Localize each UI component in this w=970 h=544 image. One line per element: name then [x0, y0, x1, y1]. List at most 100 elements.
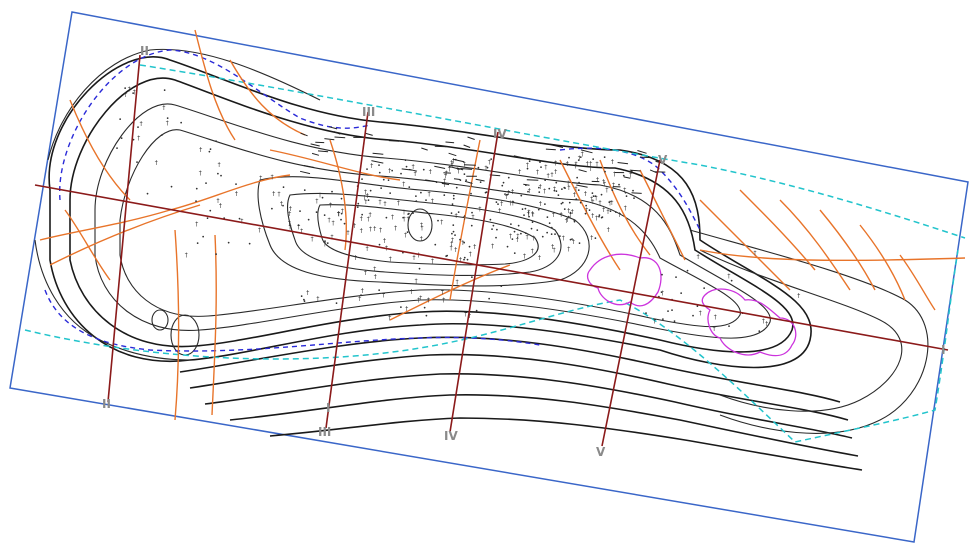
survey-point-icon: †	[454, 247, 457, 254]
survey-point-icon: †	[354, 255, 357, 262]
ridge-hatch	[640, 156, 651, 159]
survey-point-icon: †	[403, 209, 406, 216]
survey-point-icon: †	[543, 188, 546, 195]
survey-point-icon: •	[569, 210, 573, 217]
profile-line-iv	[449, 131, 499, 433]
survey-point-icon: •	[600, 192, 604, 199]
survey-point-icon: •	[490, 227, 494, 234]
survey-point-icon: •	[624, 190, 628, 197]
survey-point-icon: †	[461, 240, 464, 247]
survey-point-icon: •	[227, 240, 231, 247]
ridge-hatch	[467, 136, 475, 140]
survey-point-icon: •	[401, 215, 405, 222]
survey-point-icon: •	[501, 183, 505, 190]
survey-point-icon: †	[331, 234, 334, 241]
survey-point-icon: †	[531, 212, 534, 219]
profile-labels: II II III III IV IV V V I I	[102, 44, 945, 459]
survey-point-icon: •	[506, 192, 510, 199]
survey-point-icon: †	[410, 288, 413, 295]
survey-point-icon: †	[607, 227, 610, 234]
ridge-hatch	[334, 136, 346, 139]
survey-point-icon: •	[463, 255, 467, 262]
survey-point-icon: †	[366, 245, 369, 252]
survey-point-icon: †	[491, 243, 494, 250]
survey-point-icon: †	[567, 207, 570, 214]
survey-point-icon: •	[496, 202, 500, 209]
survey-point-icon: •	[321, 195, 325, 202]
survey-point-icon: •	[553, 231, 557, 238]
survey-point-icon: †	[618, 211, 621, 218]
survey-point-icon: †	[573, 191, 576, 198]
survey-point-icon: •	[679, 290, 683, 297]
ridge-hatch	[425, 179, 437, 183]
survey-point-icon: •	[567, 155, 571, 162]
survey-point-icon: •	[451, 201, 455, 208]
survey-point-icon: •	[609, 208, 613, 215]
survey-point-icon: •	[238, 216, 242, 223]
survey-point-icon: †	[528, 188, 531, 195]
survey-point-icon: •	[517, 223, 521, 230]
survey-point-icon: •	[443, 193, 447, 200]
ridge-hatch	[317, 150, 329, 153]
survey-point-icon: •	[360, 176, 364, 183]
ridge-hatch	[364, 132, 373, 136]
survey-point-icon: •	[539, 165, 543, 172]
profile-label-v-bottom: V	[596, 445, 606, 459]
survey-point-icon: •	[494, 235, 498, 242]
survey-point-icon: •	[666, 308, 670, 315]
survey-point-icon: †	[358, 296, 361, 303]
survey-point-icon: †	[420, 222, 423, 229]
survey-point-icon: •	[528, 158, 532, 165]
survey-point-icon: •	[378, 242, 382, 249]
survey-point-icon: •	[462, 240, 466, 247]
survey-point-icon: •	[315, 210, 319, 217]
survey-point-icon: †	[415, 278, 418, 285]
survey-point-icon: •	[727, 324, 731, 331]
ridge-hatch	[448, 165, 459, 170]
survey-point-icon: •	[281, 203, 285, 210]
survey-point-icon: •	[326, 241, 330, 248]
survey-point-icon: †	[388, 315, 391, 322]
survey-point-icon: •	[661, 317, 665, 324]
survey-point-icon: •	[407, 211, 411, 218]
survey-point-icon: •	[538, 189, 542, 196]
survey-point-icon: †	[364, 269, 367, 276]
survey-point-icon: †	[629, 172, 632, 179]
survey-point-icon: •	[335, 301, 339, 308]
survey-point-icon: •	[399, 304, 403, 311]
ridge-hatch	[545, 148, 556, 151]
survey-point-icon: †	[155, 159, 158, 166]
survey-point-icon: •	[495, 200, 499, 207]
survey-point-icon: †	[553, 186, 556, 193]
survey-point-icon: †	[609, 200, 612, 207]
survey-point-icon: •	[579, 155, 583, 162]
survey-point-icon: •	[567, 214, 571, 221]
survey-point-icon: •	[206, 215, 210, 222]
profile-label-iii-bottom: III	[318, 425, 331, 439]
survey-point-icon: •	[419, 190, 423, 197]
survey-point-icon: •	[477, 165, 481, 172]
survey-point-icon: •	[485, 190, 489, 197]
survey-point-icon: •	[131, 90, 135, 97]
survey-point-icon: †	[414, 171, 417, 178]
survey-point-icon: •	[234, 182, 238, 189]
survey-point-icon: •	[423, 305, 427, 312]
survey-point-icon: •	[511, 199, 515, 206]
survey-point-icon: †	[389, 256, 392, 263]
survey-point-icon: †	[575, 161, 578, 168]
survey-point-icon: •	[204, 180, 208, 187]
survey-point-icon: •	[524, 231, 528, 238]
survey-point-icon: •	[435, 179, 439, 186]
survey-point-icon: •	[377, 287, 381, 294]
survey-point-icon: †	[185, 252, 188, 259]
survey-point-icon: †	[532, 235, 535, 242]
survey-point-icon: •	[343, 221, 347, 228]
survey-point-icon: †	[498, 207, 501, 214]
survey-point-icon: †	[754, 250, 757, 257]
survey-point-icon: †	[589, 161, 592, 168]
survey-point-icon: †	[551, 172, 554, 179]
survey-point-icon: †	[417, 297, 420, 304]
survey-point-icon: †	[445, 170, 448, 177]
survey-point-icon: †	[341, 208, 344, 215]
survey-point-icon: †	[288, 220, 291, 227]
